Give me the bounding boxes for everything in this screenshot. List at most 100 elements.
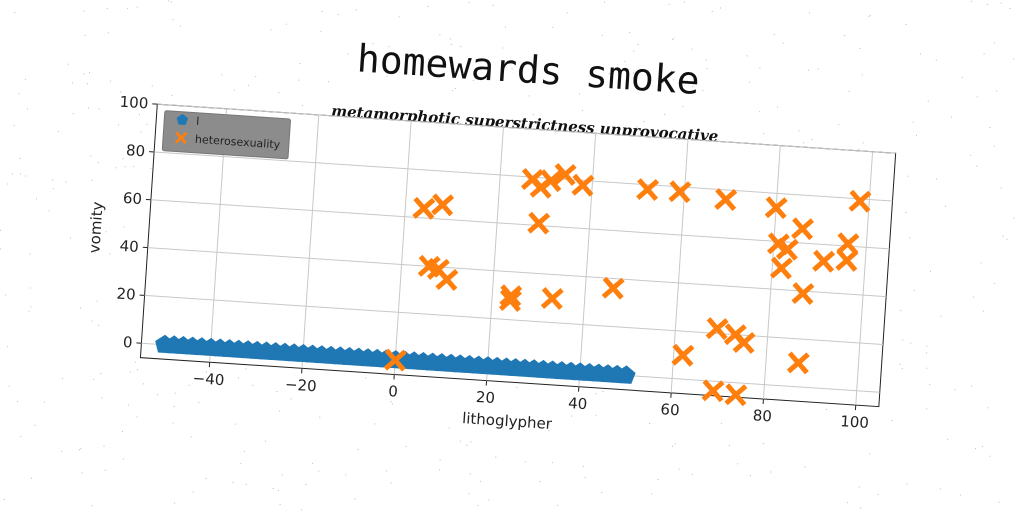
noise-dot [939,488,941,490]
noise-dot [388,46,390,48]
noise-dot [468,493,470,495]
noise-dot [25,175,27,177]
noise-dot [683,1,685,3]
data-point-heterosexuality [848,189,872,213]
noise-dot [264,440,266,442]
noise-dot [96,300,98,302]
noise-dot [602,390,604,392]
data-point-heterosexuality [705,317,729,341]
y-grid-line [157,103,896,154]
noise-dot [5,294,7,296]
noise-dot [72,82,74,84]
noise-dot [899,363,901,365]
noise-dot [252,384,254,386]
data-point-heterosexuality [764,196,788,220]
noise-dot [439,459,441,461]
noise-dot [906,483,908,485]
legend-label-l: l [196,115,200,128]
noise-dot [649,423,651,424]
data-point-heterosexuality [835,248,859,272]
noise-dot [455,118,457,120]
y-axis-label: vomity [85,201,106,254]
noise-dot [552,26,554,28]
noise-dot [466,444,468,446]
noise-dot [270,29,272,31]
noise-dot [8,385,10,387]
noise-dot [532,114,534,115]
noise-dot [691,474,693,475]
noise-dot [86,83,88,85]
noise-dot [205,371,207,373]
noise-dot [337,14,339,15]
noise-dot [720,7,721,9]
noise-dot [413,113,415,115]
noise-dot [488,418,490,420]
noise-dot [759,111,761,113]
noise-dot [838,124,840,126]
y-grid-line [147,247,887,298]
noise-dot [157,394,158,396]
noise-dot [80,448,82,450]
noise-dot [777,106,779,108]
data-point-heterosexuality [701,379,725,403]
noise-dot [989,455,991,457]
noise-dot [959,494,961,496]
noise-dot [460,46,462,47]
noise-dot [7,346,9,348]
noise-dot [624,60,626,62]
noise-dot [672,445,673,447]
noise-dot [72,113,74,115]
noise-dot [504,26,506,28]
noise-dot [910,342,912,344]
grid-lines [136,103,896,411]
noise-dot [172,422,174,424]
noise-dot [728,444,730,446]
y-grid-line [144,294,883,345]
noise-dot [633,50,635,52]
noise-dot [502,47,504,49]
noise-dot [277,489,279,491]
noise-dot [528,95,530,97]
data-point-heterosexuality [714,188,738,212]
noise-dot [809,12,810,14]
data-point-heterosexuality [601,276,625,300]
y-tick-label: 60 [122,189,142,208]
noise-dot [52,188,54,190]
data-point-heterosexuality [812,249,836,273]
noise-dot [232,481,234,483]
noise-dot [907,175,909,177]
noise-dot [925,352,927,354]
noise-dot [234,89,235,91]
noise-dot [122,158,124,160]
noise-dot [869,453,871,455]
noise-dot [1002,235,1004,237]
noise-dot [132,165,134,167]
noise-dot [61,450,63,452]
noise-dot [83,10,85,12]
noise-dot [826,409,827,410]
noise-dot [98,324,99,326]
data-point-l [616,365,636,384]
data-point-heterosexuality [786,351,810,375]
noise-dot [940,315,942,317]
noise-dot [69,237,71,239]
noise-dot [139,195,140,197]
noise-dot [137,369,138,371]
noise-dot [320,30,322,32]
noise-dot [643,120,645,122]
noise-dot [480,480,482,482]
noise-dot [926,408,928,410]
noise-dot [127,7,129,9]
noise-dot [720,422,722,424]
noise-dot [90,155,92,157]
noise-dot [298,79,300,81]
noise-dot [916,134,917,136]
noise-dot [913,289,915,291]
noise-dot [285,23,287,25]
y-tick-label: 20 [116,285,136,304]
noise-dot [122,458,124,460]
noise-dot [279,504,281,506]
noise-dot [477,505,479,507]
noise-dot [109,253,111,255]
